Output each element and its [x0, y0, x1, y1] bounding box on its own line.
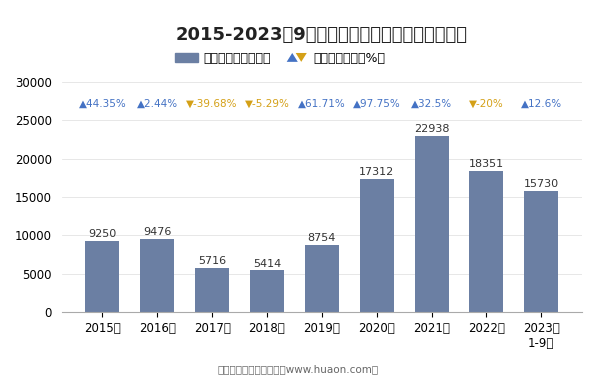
Text: 22938: 22938: [414, 124, 450, 134]
Bar: [414, 136, 448, 312]
Text: ▼-5.29%: ▼-5.29%: [245, 99, 290, 108]
Text: 18351: 18351: [469, 159, 504, 169]
Text: ▲2.44%: ▲2.44%: [137, 99, 178, 108]
Bar: [140, 240, 174, 312]
Bar: [360, 179, 394, 312]
Bar: [85, 241, 119, 312]
Text: 9476: 9476: [143, 227, 171, 237]
Text: ▼-20%: ▼-20%: [469, 99, 504, 108]
Bar: [250, 270, 284, 312]
Text: ▲12.6%: ▲12.6%: [521, 99, 562, 108]
Bar: [524, 191, 558, 312]
Text: ▲44.35%: ▲44.35%: [79, 99, 126, 108]
Text: 15730: 15730: [524, 179, 559, 190]
Text: 制图：华经产业研究院（www.huaon.com）: 制图：华经产业研究院（www.huaon.com）: [218, 364, 379, 374]
Text: ▲32.5%: ▲32.5%: [411, 99, 452, 108]
Text: 5414: 5414: [253, 259, 281, 268]
Text: 9250: 9250: [88, 229, 116, 239]
Text: 5716: 5716: [198, 256, 226, 266]
Bar: [305, 245, 339, 312]
Title: 2015-2023年9月大连商品交易所豆油期货成交量: 2015-2023年9月大连商品交易所豆油期货成交量: [176, 26, 468, 44]
Bar: [195, 268, 229, 312]
Text: 8754: 8754: [307, 233, 336, 243]
Bar: [469, 171, 503, 312]
Text: ▲61.71%: ▲61.71%: [298, 99, 346, 108]
Text: ▲97.75%: ▲97.75%: [353, 99, 401, 108]
Text: 17312: 17312: [359, 167, 395, 177]
Text: ▼-39.68%: ▼-39.68%: [186, 99, 238, 108]
Legend: 期货成交量（万手）, 累计同比增长（%）: 期货成交量（万手）, 累计同比增长（%）: [171, 47, 390, 70]
